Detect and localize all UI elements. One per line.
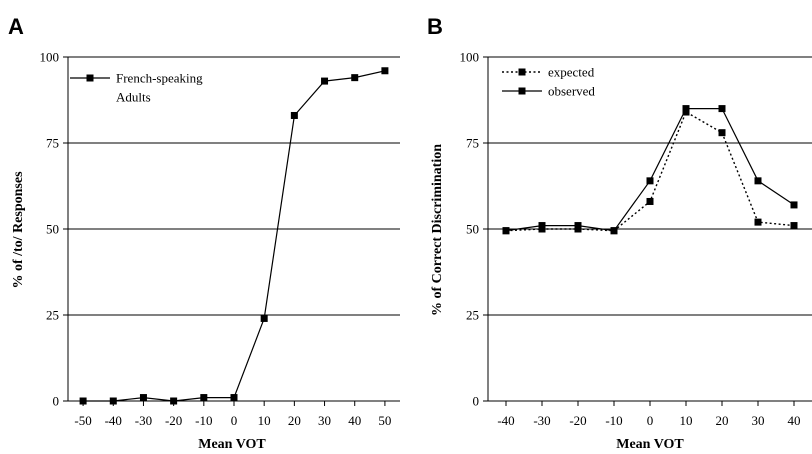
panel-a-x-tick-label: 10 — [258, 413, 271, 428]
panel-a-x-tick-label: -10 — [195, 413, 212, 428]
panel-a: A % of /to/ Responses Mean VOT 0 25 50 75 10… — [8, 14, 400, 452]
panel-b: B % of Correct Discrimination Mean VOT 0… — [427, 14, 812, 452]
panel-a-french-speaking-adults-point — [79, 397, 87, 405]
panel-a-x-tick-label: -50 — [74, 413, 91, 428]
panel-a-french-speaking-adults-point — [321, 77, 329, 85]
panel-b-observed-point — [610, 227, 618, 235]
panel-a-x-tick-label: 30 — [318, 413, 331, 428]
panel-a-french-speaking-adults-point — [170, 397, 178, 405]
panel-b-y-tick-label: 100 — [460, 50, 480, 65]
panel-a-label: A — [8, 14, 24, 39]
panel-a-x-tick-label: 50 — [378, 413, 391, 428]
panel-a-french-speaking-adults-point — [139, 394, 147, 402]
panel-b-observed-point — [682, 105, 690, 113]
panel-b-legend: expected observed — [502, 65, 595, 99]
panel-a-x-axis-title: Mean VOT — [198, 437, 266, 452]
panel-a-y-axis-title: % of /to/ Responses — [11, 171, 26, 289]
panel-a-french-speaking-adults-line — [83, 70, 386, 402]
panel-a-legend: French-speaking Adults — [70, 71, 203, 105]
panel-a-x-tick-label: -30 — [135, 413, 152, 428]
panel-b-x-tick-label: -40 — [497, 413, 514, 428]
panel-b-y-tick-label: 50 — [466, 222, 479, 237]
panel-b-x-tick-label: 40 — [788, 413, 801, 428]
panel-a-legend-label-line: French-speaking — [116, 71, 203, 86]
panel-a-french-speaking-adults-point — [290, 111, 298, 119]
panel-b-y-tick-label: 75 — [466, 136, 479, 151]
panel-a-french-speaking-adults-point — [351, 74, 359, 82]
panel-b-legend-observed-marker — [518, 87, 526, 95]
panel-a-y-tick-label: 100 — [40, 50, 60, 65]
panel-b-legend-expected-marker — [518, 68, 526, 76]
panel-b-legend-expected-label: expected — [548, 65, 595, 80]
panel-b-expected-point — [646, 197, 654, 205]
panel-a-french-speaking-adults-point — [230, 394, 238, 402]
panel-a-y-tick-label: 50 — [46, 222, 59, 237]
panel-b-observed-point — [538, 222, 546, 230]
panel-a-legend-french-speaking-adults-marker — [86, 74, 94, 82]
panel-a-y-tick-label: 0 — [53, 394, 60, 409]
panel-a-x-tick-label: -20 — [165, 413, 182, 428]
panel-b-observed-point — [718, 105, 726, 113]
panel-b-expected-point — [718, 129, 726, 137]
panel-b-x-tick-label: -30 — [533, 413, 550, 428]
panel-b-observed-line — [505, 107, 795, 232]
panel-b-x-tick-label: -20 — [569, 413, 586, 428]
panel-b-observed-point — [574, 222, 582, 230]
panel-a-plot-area: 0 25 50 75 100 -50 -40 -30 -20 -10 0 10 20 30 40 50 — [40, 50, 400, 428]
panel-a-legend-label-line: Adults — [116, 90, 151, 105]
panel-a-x-tick-label: 0 — [231, 413, 238, 428]
panel-b-legend-observed-label: observed — [548, 84, 595, 99]
panel-b-y-axis-title: % of Correct Discrimination — [430, 144, 445, 316]
panel-b-expected-point — [790, 222, 798, 230]
panel-b-expected-line — [505, 110, 795, 232]
panel-b-expected-point — [754, 218, 762, 226]
panel-a-x-tick-label: 20 — [288, 413, 301, 428]
panel-b-x-tick-label: 20 — [716, 413, 729, 428]
panel-b-x-tick-label: 30 — [752, 413, 765, 428]
panel-a-french-speaking-adults-point — [109, 397, 117, 405]
panel-b-y-tick-label: 25 — [466, 308, 479, 323]
panel-b-observed-point — [754, 177, 762, 185]
panel-b-x-axis-title: Mean VOT — [616, 437, 684, 452]
panel-b-observed-point — [502, 227, 510, 235]
panel-a-y-tick-label: 75 — [46, 136, 59, 151]
panel-a-french-speaking-adults-point — [260, 314, 268, 322]
panel-a-french-speaking-adults-point — [381, 67, 389, 75]
panel-b-observed-point — [646, 177, 654, 185]
panel-b-label: B — [427, 14, 443, 39]
panel-a-x-tick-label: -40 — [105, 413, 122, 428]
panel-a-x-tick-label: 40 — [348, 413, 361, 428]
panel-b-x-tick-label: 0 — [647, 413, 654, 428]
panel-a-y-tick-label: 25 — [46, 308, 59, 323]
panel-b-plot-area: 0 25 50 75 100 -40 -30 -20 -10 0 10 20 30 40 — [460, 50, 812, 428]
panel-a-french-speaking-adults-point — [200, 394, 208, 402]
panel-b-y-tick-label: 0 — [473, 394, 480, 409]
panel-b-observed-point — [790, 201, 798, 209]
panel-b-x-tick-label: -10 — [605, 413, 622, 428]
panel-a-legend-french-speaking-adults-label: French-speaking Adults — [116, 71, 203, 105]
panel-b-x-tick-label: 10 — [680, 413, 693, 428]
